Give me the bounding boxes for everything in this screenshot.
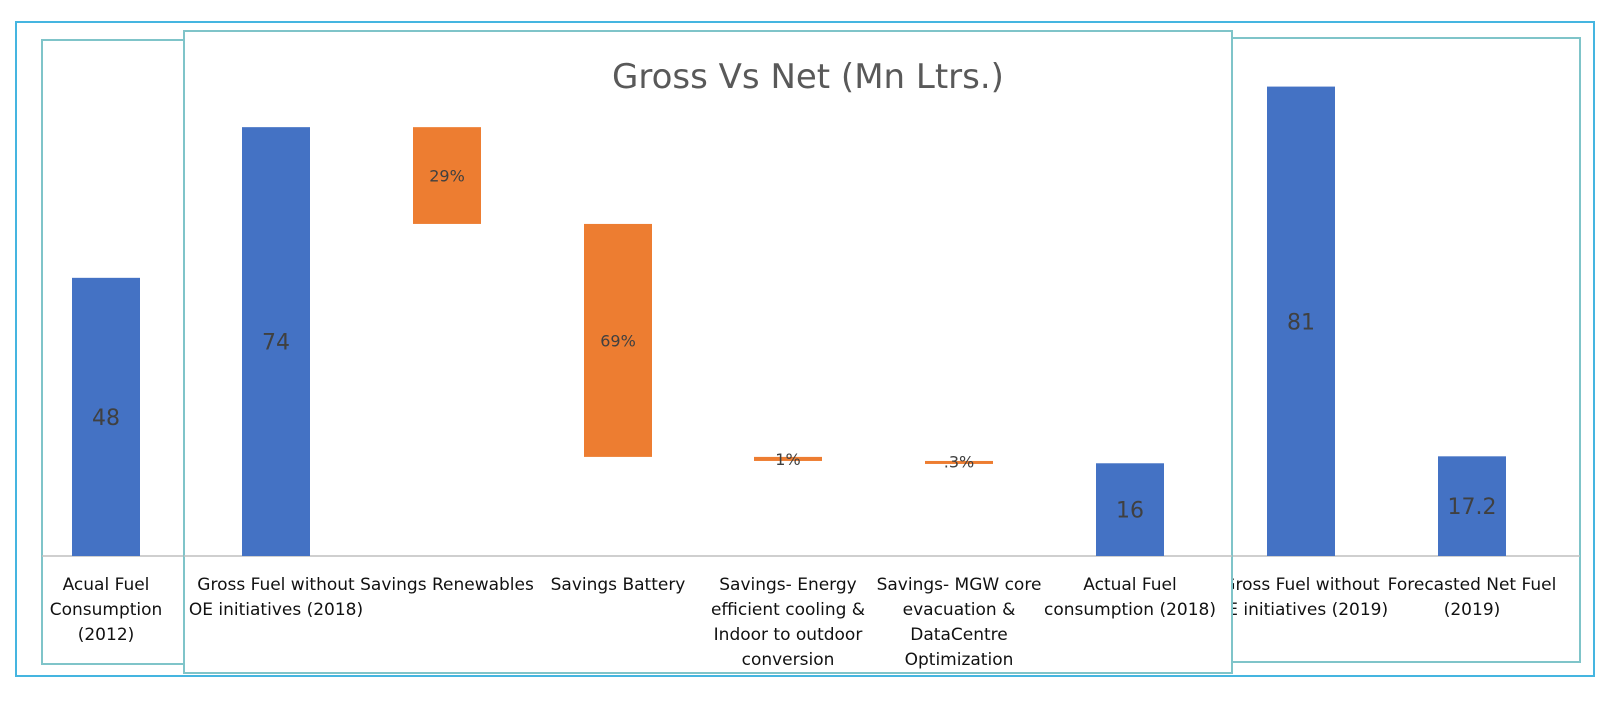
category-label-line: Optimization — [905, 650, 1014, 670]
category-label-5: Savings- MGW core evacuation & DataCentre O… — [877, 575, 1042, 670]
category-label-0: Acual Fuel Consumption (2012) — [50, 575, 163, 645]
category-label-2: Savings Renewables — [360, 575, 534, 595]
data-label-8: 17.2 — [1448, 495, 1497, 520]
bar-2 — [413, 127, 481, 224]
category-label-4: Savings- Energy efficient cooling & Indoor… — [711, 575, 865, 670]
category-label-line: Forecasted Net Fuel — [1388, 575, 1557, 595]
chart-title: Gross Vs Net (Mn Ltrs.) — [612, 57, 1004, 97]
bar-5 — [925, 460, 993, 464]
category-label-line: Savings Battery — [551, 575, 686, 595]
main-panel-layer: 74 Gross Fuel without OE initiatives (2018… — [184, 127, 1232, 670]
bar-8 — [1438, 456, 1506, 556]
category-label-line: Actual Fuel — [1083, 575, 1176, 595]
category-label-line: Consumption — [50, 600, 163, 620]
category-label-7: Gross Fuel without OE initiatives (2019) — [1214, 575, 1388, 620]
category-label-line: Savings- MGW core — [877, 575, 1042, 595]
data-label-2: 29% — [429, 167, 465, 186]
outer-frame — [15, 21, 1595, 677]
data-label-0: 48 — [92, 406, 120, 431]
outer-panels-layer: 48 Acual Fuel Consumption (2012) 81 Gross Fue… — [42, 86, 1580, 645]
category-label-3: Savings Battery — [551, 575, 686, 595]
category-label-line: efficient cooling & — [711, 600, 865, 620]
data-label-6: 16 — [1116, 499, 1144, 524]
category-label-line: Acual Fuel — [63, 575, 150, 595]
category-label-8: Forecasted Net Fuel (2019) — [1388, 575, 1557, 620]
bar-4 — [754, 456, 822, 461]
category-label-1: Gross Fuel without OE initiatives (2018) — [189, 575, 363, 620]
category-label-line: (2012) — [78, 625, 135, 645]
bar-3 — [584, 223, 652, 457]
category-label-line: Gross Fuel without — [197, 575, 355, 595]
category-label-line: OE initiatives (2019) — [1214, 600, 1388, 620]
data-label-7: 81 — [1287, 310, 1315, 335]
category-label-line: evacuation & — [903, 600, 1016, 620]
category-label-line: OE initiatives (2018) — [189, 600, 363, 620]
bar-6 — [1096, 463, 1164, 556]
category-label-6: Actual Fuel consumption (2018) — [1044, 575, 1216, 620]
category-label-line: Indoor to outdoor — [714, 625, 863, 645]
left-panel-frame — [41, 39, 203, 665]
data-label-1: 74 — [262, 331, 290, 356]
bar-1 — [242, 127, 310, 557]
category-label-line: Savings Renewables — [360, 575, 534, 595]
data-label-4: 1% — [775, 450, 800, 469]
bar-0 — [72, 277, 140, 556]
bar-7 — [1267, 86, 1335, 556]
category-label-line: consumption (2018) — [1044, 600, 1216, 620]
data-label-3: 69% — [600, 331, 636, 350]
main-panel-frame — [183, 30, 1233, 674]
category-label-line: conversion — [742, 650, 835, 670]
category-label-line: DataCentre — [910, 625, 1007, 645]
category-label-line: Savings- Energy — [719, 575, 856, 595]
category-label-line: Gross Fuel without — [1222, 575, 1380, 595]
right-panel-frame — [1204, 37, 1581, 663]
category-label-line: (2019) — [1444, 600, 1501, 620]
data-label-5: .3% — [944, 453, 974, 472]
